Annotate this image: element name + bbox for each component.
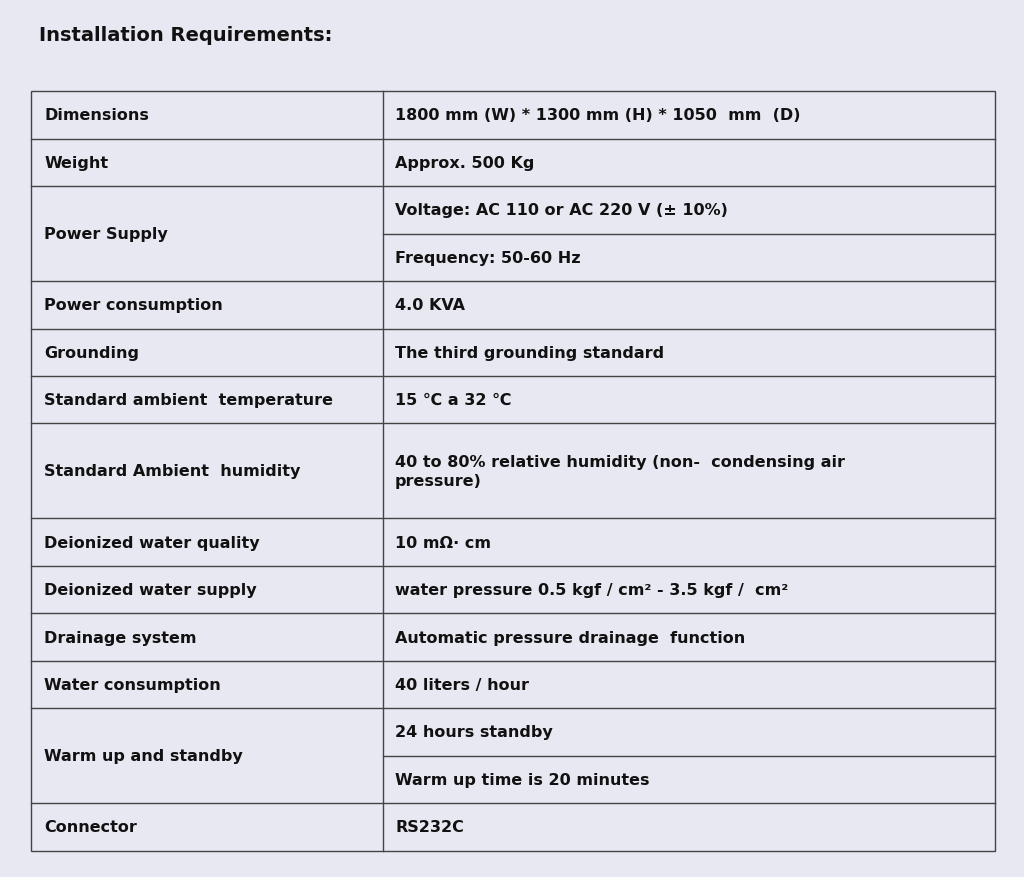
Text: The third grounding standard: The third grounding standard (395, 346, 665, 360)
Text: Power consumption: Power consumption (44, 298, 223, 313)
Text: Automatic pressure drainage  function: Automatic pressure drainage function (395, 630, 745, 645)
Text: Deionized water supply: Deionized water supply (44, 582, 257, 597)
Text: Warm up time is 20 minutes: Warm up time is 20 minutes (395, 772, 649, 787)
Text: 1800 mm (W) * 1300 mm (H) * 1050  mm  (D): 1800 mm (W) * 1300 mm (H) * 1050 mm (D) (395, 108, 801, 124)
Text: Standard Ambient  humidity: Standard Ambient humidity (44, 464, 300, 479)
Text: water pressure 0.5 kgf / cm² - 3.5 kgf /  cm²: water pressure 0.5 kgf / cm² - 3.5 kgf /… (395, 582, 788, 597)
Text: Grounding: Grounding (44, 346, 139, 360)
Text: Connector: Connector (44, 819, 137, 835)
Text: Approx. 500 Kg: Approx. 500 Kg (395, 156, 535, 171)
Text: Power Supply: Power Supply (44, 227, 168, 242)
Text: Voltage: AC 110 or AC 220 V (± 10%): Voltage: AC 110 or AC 220 V (± 10%) (395, 203, 728, 218)
Text: 24 hours standby: 24 hours standby (395, 724, 553, 739)
Text: Drainage system: Drainage system (44, 630, 197, 645)
Bar (31, 92, 995, 851)
Text: Dimensions: Dimensions (44, 108, 148, 124)
Text: 40 liters / hour: 40 liters / hour (395, 677, 529, 692)
Text: Frequency: 50-60 Hz: Frequency: 50-60 Hz (395, 251, 581, 266)
Text: RS232C: RS232C (395, 819, 464, 835)
Text: 40 to 80% relative humidity (non-  condensing air
pressure): 40 to 80% relative humidity (non- conden… (395, 454, 845, 488)
Text: Warm up and standby: Warm up and standby (44, 748, 243, 763)
Text: 4.0 KVA: 4.0 KVA (395, 298, 465, 313)
Text: Water consumption: Water consumption (44, 677, 221, 692)
Text: 15 ℃ a 32 ℃: 15 ℃ a 32 ℃ (395, 393, 512, 408)
Text: Installation Requirements:: Installation Requirements: (39, 25, 332, 45)
Text: 10 mΩ· cm: 10 mΩ· cm (395, 535, 492, 550)
Text: Deionized water quality: Deionized water quality (44, 535, 260, 550)
Text: Weight: Weight (44, 156, 109, 171)
Text: Standard ambient  temperature: Standard ambient temperature (44, 393, 333, 408)
